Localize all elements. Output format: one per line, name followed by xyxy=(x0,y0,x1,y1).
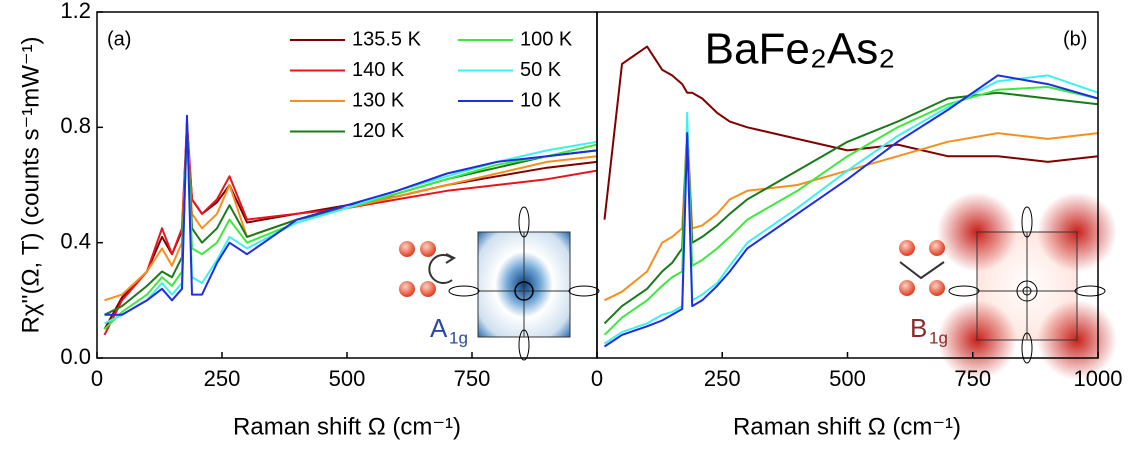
data-line xyxy=(103,126,598,330)
x-axis-label: Raman shift Ω (cm⁻¹) xyxy=(233,413,461,440)
y-tick-label: 0.8 xyxy=(60,113,91,138)
data-line xyxy=(603,74,1099,348)
data-line xyxy=(603,86,1099,336)
data-line xyxy=(603,74,1099,345)
legend-label: 135.5 K xyxy=(352,28,422,50)
data-line xyxy=(603,45,1099,220)
x-tick-label: 500 xyxy=(329,366,366,391)
legend-label: 120 K xyxy=(352,120,405,142)
legend-label: 50 K xyxy=(520,59,562,81)
x-tick-label: 250 xyxy=(704,366,741,391)
inset-a xyxy=(399,206,600,361)
inset-label-subscript: 1g xyxy=(449,328,468,347)
y-tick-label: 0.0 xyxy=(60,344,91,369)
inset-label: A xyxy=(430,313,448,343)
x-tick-label: 750 xyxy=(954,366,991,391)
data-line xyxy=(104,126,598,302)
data-line xyxy=(604,126,1099,302)
panel-label: (a) xyxy=(107,28,131,50)
data-line xyxy=(104,114,598,316)
y-axis-label: Rχ''(Ω, T) (counts s⁻¹mW⁻¹) xyxy=(17,36,44,333)
data-line xyxy=(103,120,598,336)
x-axis-label: Raman shift Ω (cm⁻¹) xyxy=(733,413,961,440)
legend-label: 100 K xyxy=(520,28,573,50)
y-tick-label: 1.2 xyxy=(60,0,91,23)
x-tick-label: 0 xyxy=(591,366,603,391)
legend-label: 10 K xyxy=(520,89,562,111)
x-tick-label: 1000 xyxy=(1074,366,1123,391)
inset-label: B xyxy=(910,313,927,343)
legend-label: 140 K xyxy=(352,59,405,81)
x-tick-label: 500 xyxy=(829,366,866,391)
legend-label: 130 K xyxy=(352,89,405,111)
data-line xyxy=(104,120,598,325)
inset-b xyxy=(899,192,1117,380)
inset-label-subscript: 1g xyxy=(929,328,948,347)
y-tick-label: 0.4 xyxy=(60,228,91,253)
x-tick-label: 250 xyxy=(204,366,241,391)
panel-label: (b) xyxy=(1063,28,1087,50)
chart-title: BaFe₂As₂ xyxy=(705,25,896,74)
x-tick-label: 750 xyxy=(454,366,491,391)
x-tick-label: 0 xyxy=(91,366,103,391)
data-line xyxy=(603,91,1099,325)
